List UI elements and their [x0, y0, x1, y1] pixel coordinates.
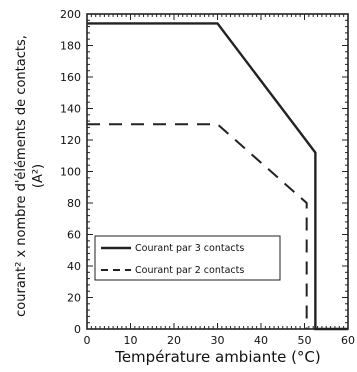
y-tick-label: 40 [67, 260, 81, 273]
legend-box [94, 235, 281, 281]
y-tick-label: 20 [67, 292, 81, 305]
y-axis-label-line1: courant² x nombre d'éléments de contacts… [14, 35, 29, 317]
plot-frame [86, 13, 349, 330]
legend-label-2: Courant par 2 contacts [135, 265, 244, 276]
y-tick-label: 180 [60, 40, 81, 53]
y-tick-label: 160 [60, 71, 81, 84]
y-tick-label: 60 [67, 229, 81, 242]
x-tick-label: 20 [167, 334, 181, 347]
y-tick-label: 80 [67, 197, 81, 210]
y-tick-label: 120 [60, 134, 81, 147]
legend-label-1: Courant par 3 contacts [135, 243, 244, 254]
x-tick-label: 50 [298, 334, 312, 347]
series-line-1 [87, 22, 348, 331]
x-tick-label: 30 [211, 334, 225, 347]
y-tick-label: 100 [60, 166, 81, 179]
x-tick-label: 10 [124, 334, 138, 347]
x-axis-label: Température ambiante (°C) [114, 348, 321, 366]
y-axis-label-line2: (A²) [31, 164, 46, 188]
x-tick-label: 40 [254, 334, 268, 347]
y-tick-label: 200 [60, 8, 81, 21]
x-tick-label: 0 [84, 334, 91, 347]
y-tick-label: 0 [74, 323, 81, 336]
series-line-2 [87, 123, 308, 329]
x-tick-label: 60 [341, 334, 355, 347]
y-tick-label: 140 [60, 103, 81, 116]
